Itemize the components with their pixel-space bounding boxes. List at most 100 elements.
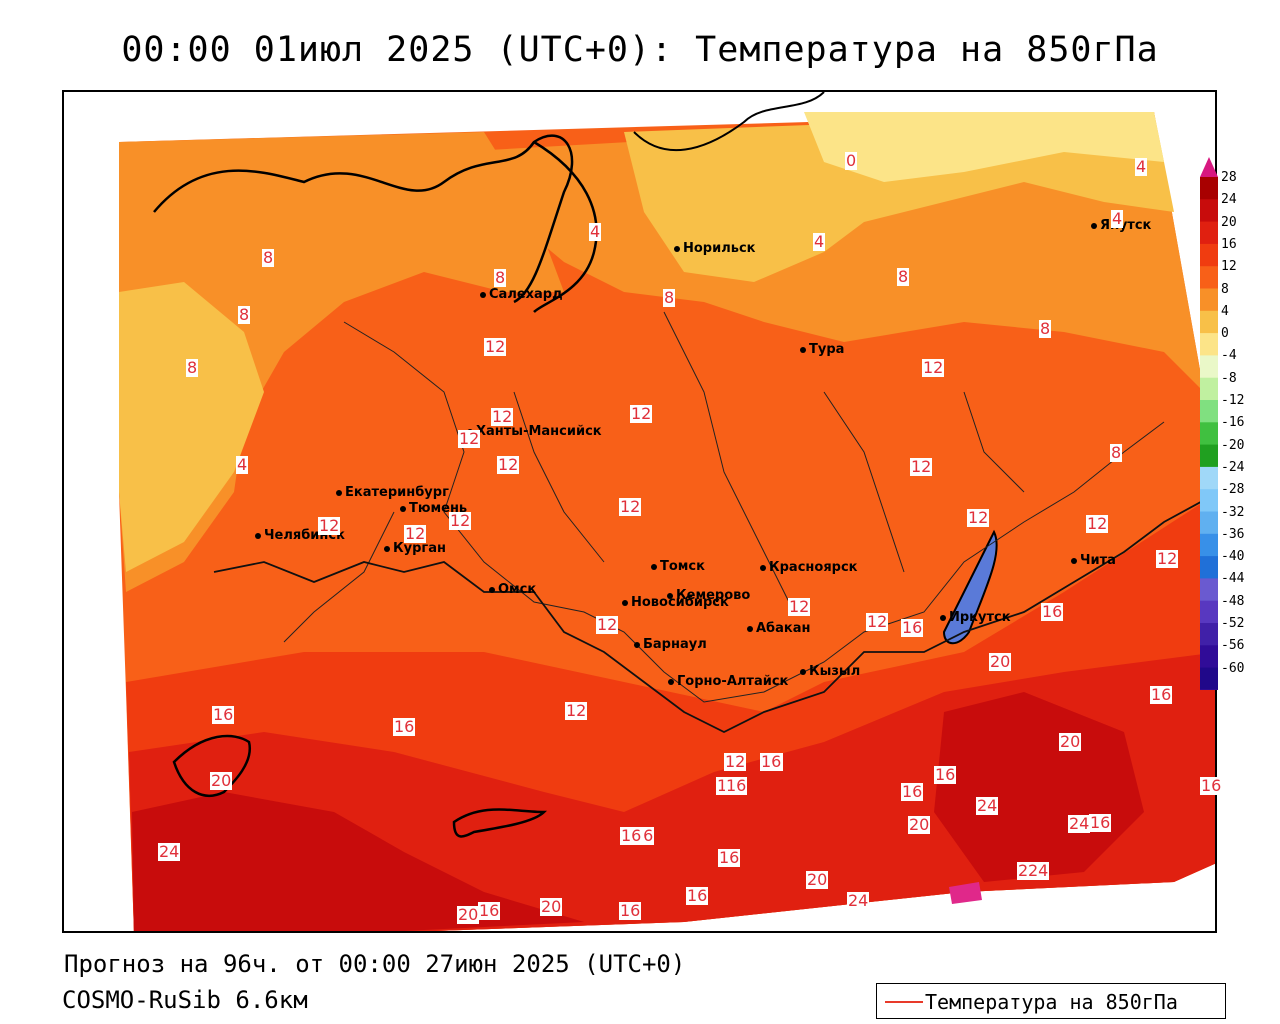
isotherm-label: 12	[922, 358, 945, 377]
city-marker-icon	[480, 291, 486, 298]
isotherm-label: 16	[901, 782, 924, 801]
isotherm-label: 12	[724, 752, 747, 771]
colorbar-tick-label: 20	[1221, 214, 1237, 230]
isotherm-label: 12	[484, 337, 507, 356]
isotherm-label: 16	[1150, 685, 1173, 704]
legend: Температура на 850гПа	[876, 983, 1226, 1019]
city-marker-icon	[489, 586, 495, 593]
colorbar-top-arrow	[1200, 157, 1218, 177]
isotherm-label: 12	[596, 615, 619, 634]
legend-line-swatch	[885, 1001, 923, 1003]
city-label: Курган	[384, 541, 446, 556]
isotherm-label: 24	[976, 796, 999, 815]
isotherm-label: 20	[908, 815, 931, 834]
city-name: Новосибирск	[631, 595, 729, 610]
city-name: Курган	[393, 541, 446, 556]
city-label: Кемерово	[667, 588, 750, 603]
isotherm-label: 24	[1027, 861, 1050, 880]
city-label: Тура	[800, 342, 844, 357]
city-name: Томск	[660, 559, 705, 574]
isotherm-label: 4	[1111, 209, 1124, 228]
isotherm-label: 16	[718, 848, 741, 867]
isotherm-label: 16	[725, 776, 748, 795]
colorbar	[1200, 157, 1218, 690]
isotherm-label: 12	[788, 597, 811, 616]
city-name: Екатеринбург	[345, 485, 449, 500]
colorbar-swatch	[1200, 466, 1218, 490]
colorbar-tick-label: -12	[1221, 393, 1245, 408]
isotherm-label: 4	[1135, 157, 1148, 176]
city-label: Томск	[651, 559, 705, 574]
colorbar-swatch	[1200, 177, 1218, 200]
city-label: Ханты-Мансийск	[467, 424, 602, 439]
colorbar-tick-label: -16	[1221, 415, 1245, 431]
colorbar-swatch	[1200, 199, 1218, 223]
city-label: Норильск	[674, 241, 756, 256]
isotherm-label: 16	[1089, 813, 1112, 832]
isotherm-label: 12	[458, 429, 481, 448]
city-label: Абакан	[747, 621, 811, 636]
colorbar-swatch	[1200, 377, 1218, 401]
colorbar-swatch	[1200, 310, 1218, 334]
isotherm-label: 0	[845, 151, 858, 170]
colorbar-swatch	[1200, 667, 1218, 690]
colorbar-swatch	[1200, 355, 1218, 379]
colorbar-swatch	[1200, 533, 1218, 557]
city-marker-icon	[651, 563, 657, 570]
colorbar-tick-label: 4	[1221, 303, 1229, 319]
temp-zone-4-west	[119, 282, 264, 572]
city-marker-icon	[400, 505, 406, 512]
city-marker-icon	[1071, 557, 1077, 564]
isotherm-label: 8	[1039, 319, 1052, 338]
isotherm-label: 16	[901, 618, 924, 637]
colorbar-tick-label: -52	[1221, 616, 1245, 631]
city-marker-icon	[668, 678, 674, 685]
city-label: Екатеринбург	[336, 485, 449, 500]
city-name: Чита	[1080, 553, 1116, 568]
city-marker-icon	[255, 532, 261, 539]
colorbar-tick-label: -60	[1221, 660, 1245, 676]
isotherm-label: 24	[847, 891, 870, 910]
city-name: Тура	[809, 342, 845, 357]
isotherm-label: 16	[619, 901, 642, 920]
city-marker-icon	[940, 614, 946, 621]
isotherm-label: 16	[393, 717, 416, 736]
colorbar-tick-label: -8	[1221, 370, 1237, 386]
city-name: Иркутск	[949, 610, 1011, 625]
city-name: Абакан	[756, 621, 811, 636]
isotherm-label: 8	[897, 267, 910, 286]
colorbar-tick-label: -56	[1221, 638, 1245, 654]
isotherm-label: 12	[967, 508, 990, 527]
legend-label: Температура на 850гПа	[925, 990, 1178, 1014]
city-marker-icon	[384, 545, 390, 552]
colorbar-swatch	[1200, 444, 1218, 468]
city-name: Омск	[498, 582, 537, 597]
city-label: Иркутск	[940, 610, 1011, 625]
colorbar-tick-label: -36	[1221, 526, 1245, 542]
city-marker-icon	[747, 625, 753, 632]
isotherm-label: 20	[989, 652, 1012, 671]
colorbar-tick-label: -4	[1221, 348, 1237, 364]
isotherm-label: 16	[212, 705, 235, 724]
colorbar-tick-label: 28	[1221, 170, 1237, 185]
temp-zone-0	[804, 112, 1164, 182]
colorbar-tick-label: 0	[1221, 326, 1229, 342]
colorbar-tick-label: 24	[1221, 192, 1237, 208]
city-name: Барнаул	[643, 637, 707, 652]
baikal-lake	[942, 529, 998, 645]
colorbar-tick-label: -48	[1221, 593, 1245, 609]
coastline	[153, 134, 598, 313]
isotherm-label: 8	[1110, 443, 1123, 462]
city-label: Омск	[489, 582, 536, 597]
isotherm-label: 16	[934, 765, 957, 784]
isotherm-label: 16	[1200, 776, 1223, 795]
isotherm-label: 12	[497, 455, 520, 474]
isotherm-label: 12	[404, 524, 427, 543]
city-label: Горно-Алтайск	[668, 674, 788, 689]
coastline-east	[633, 92, 825, 152]
temp-zone-24-east	[934, 692, 1144, 882]
isotherm-label: 12	[1086, 514, 1109, 533]
region-borders	[283, 311, 1165, 703]
city-name: Салехард	[489, 287, 563, 302]
city-name: Кызыл	[809, 664, 861, 679]
